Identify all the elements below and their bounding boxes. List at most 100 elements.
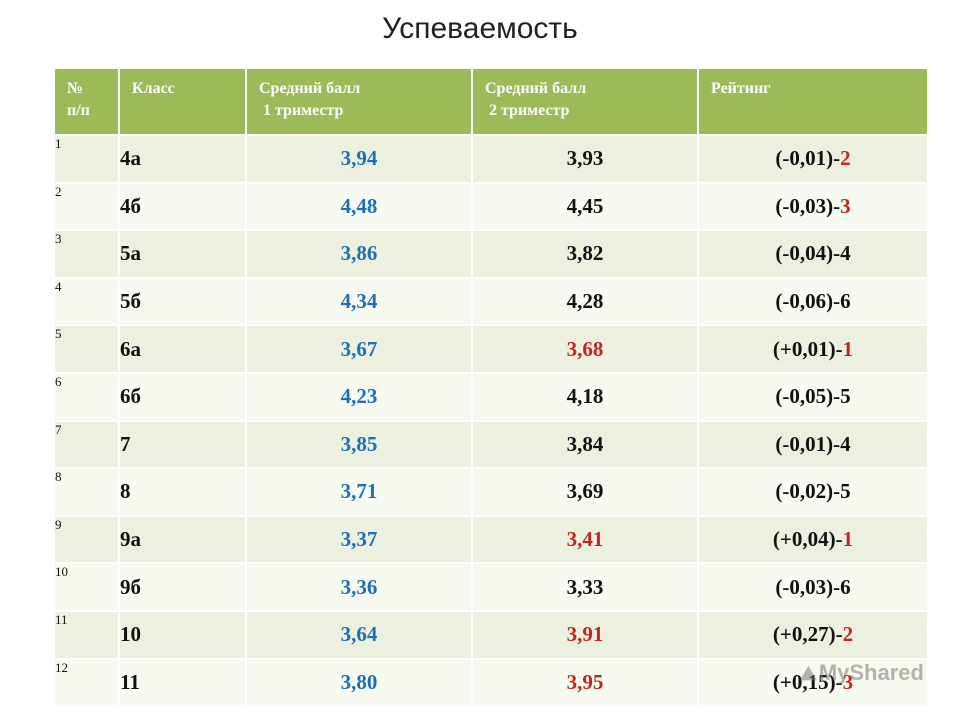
avg-trimester2: 3,33	[471, 562, 699, 612]
row-number: 9	[53, 514, 120, 565]
header-rating-label: Рейтинг	[711, 80, 771, 97]
rating-rank: 4	[840, 431, 851, 456]
row-number: 3	[53, 229, 120, 279]
header-t2-line1: Средний балл	[485, 80, 587, 97]
header-num-line2: п/п	[67, 102, 90, 119]
header-class: Класс	[118, 67, 247, 136]
avg-trimester1: 4,48	[245, 181, 473, 232]
rating: (+0,27)-2	[697, 609, 929, 660]
rating-delta: (+0,15)-	[772, 669, 843, 694]
avg-trimester2: 4,28	[471, 276, 699, 327]
rating: (+0,15)-3	[697, 657, 929, 708]
row-number: 10	[53, 562, 120, 612]
table-row: 10 9б 3,36 3,33 (-0,03)-6	[53, 562, 929, 612]
class-name: 4б	[118, 181, 247, 232]
mysharing-logo-icon: ⛰	[800, 663, 817, 685]
row-number: 11	[53, 609, 120, 660]
avg-trimester1: 4,34	[245, 276, 473, 327]
table-header-row: № п/п Класс Средний балл 1 триместр Сред…	[53, 67, 929, 136]
rating-delta: (-0,01)-	[775, 431, 841, 456]
avg-trimester2: 3,41	[471, 514, 699, 565]
class-name: 4а	[118, 134, 247, 184]
rating-delta: (-0,03)-	[775, 193, 841, 218]
rating-delta: (+0,27)-	[772, 622, 843, 647]
rating-delta: (+0,01)-	[772, 336, 843, 361]
rating-rank: 6	[840, 574, 851, 599]
avg-trimester1: 4,23	[245, 371, 473, 422]
avg-trimester2: 3,93	[471, 134, 699, 184]
class-name: 6б	[118, 371, 247, 422]
table-row: 1 4а 3,94 3,93 (-0,01)-2	[53, 134, 929, 184]
rating-rank: 1	[842, 527, 854, 552]
header-t1-line1: Средний балл	[259, 80, 361, 97]
header-rating: Рейтинг	[697, 67, 929, 136]
avg-trimester1: 3,37	[245, 514, 473, 565]
rating-delta: (+0,04)-	[772, 527, 843, 552]
table-row: 9 9а 3,37 3,41 (+0,04)-1	[53, 514, 929, 565]
rating-delta: (-0,06)-	[775, 289, 841, 314]
class-name: 5а	[118, 229, 247, 279]
rating-rank: 6	[840, 289, 851, 314]
table-row: 7 7 3,85 3,84 (-0,01)-4	[53, 419, 929, 470]
row-number: 8	[53, 467, 120, 517]
avg-trimester2: 3,69	[471, 467, 699, 517]
table-row: 12 11 3,80 3,95 (+0,15)-3	[53, 657, 929, 708]
header-class-label: Класс	[132, 80, 175, 97]
rating-delta: (-0,05)-	[775, 384, 841, 409]
avg-trimester2: 4,45	[471, 181, 699, 232]
avg-trimester2: 3,84	[471, 419, 699, 470]
rating: (-0,01)-2	[697, 134, 929, 184]
avg-trimester1: 3,85	[245, 419, 473, 470]
row-number: 5	[53, 324, 120, 374]
header-num: № п/п	[53, 67, 120, 136]
rating: (-0,05)-5	[697, 371, 929, 422]
avg-trimester1: 3,71	[245, 467, 473, 517]
class-name: 9б	[118, 562, 247, 612]
header-t1-line2: 1 триместр	[263, 102, 344, 119]
class-name: 8	[118, 467, 247, 517]
rating: (-0,02)-5	[697, 467, 929, 517]
table-row: 8 8 3,71 3,69 (-0,02)-5	[53, 467, 929, 517]
row-number: 6	[53, 371, 120, 422]
rating: (-0,01)-4	[697, 419, 929, 470]
rating-delta: (-0,03)-	[775, 574, 841, 599]
rating-delta: (-0,02)-	[775, 479, 841, 504]
rating-rank: 5	[840, 479, 851, 504]
table-row: 6 6б 4,23 4,18 (-0,05)-5	[53, 371, 929, 422]
avg-trimester1: 3,36	[245, 562, 473, 612]
header-trimester2: Средний балл 2 триместр	[471, 67, 699, 136]
avg-trimester2: 3,91	[471, 609, 699, 660]
rating: (-0,03)-3	[697, 181, 929, 232]
rating: (+0,01)-1	[697, 324, 929, 374]
rating: (-0,03)-6	[697, 562, 929, 612]
avg-trimester2: 4,18	[471, 371, 699, 422]
rating-rank: 2	[842, 622, 854, 647]
class-name: 11	[118, 657, 247, 708]
rating-rank: 3	[842, 669, 854, 694]
avg-trimester2: 3,82	[471, 229, 699, 279]
rating: (-0,04)-4	[697, 229, 929, 279]
page-title: Успеваемость	[382, 12, 578, 45]
rating: (+0,04)-1	[697, 514, 929, 565]
table-row: 2 4б 4,48 4,45 (-0,03)-3	[53, 181, 929, 232]
avg-trimester1: 3,67	[245, 324, 473, 374]
row-number: 4	[53, 276, 120, 327]
row-number: 2	[53, 181, 120, 232]
rating-rank: 2	[840, 146, 851, 171]
class-name: 10	[118, 609, 247, 660]
header-t2-line2: 2 триместр	[489, 102, 570, 119]
rating-rank: 3	[840, 193, 851, 218]
avg-trimester2: 3,68	[471, 324, 699, 374]
avg-trimester2: 3,95	[471, 657, 699, 708]
avg-trimester1: 3,86	[245, 229, 473, 279]
header-num-line1: №	[67, 80, 84, 97]
avg-trimester1: 3,64	[245, 609, 473, 660]
watermark-text: MyShared	[818, 660, 924, 685]
rating: (-0,06)-6	[697, 276, 929, 327]
row-number: 12	[53, 657, 120, 708]
rating-rank: 5	[840, 384, 851, 409]
row-number: 1	[53, 134, 120, 184]
table-row: 3 5а 3,86 3,82 (-0,04)-4	[53, 229, 929, 279]
rating-delta: (-0,04)-	[775, 241, 841, 266]
header-trimester1: Средний балл 1 триместр	[245, 67, 473, 136]
